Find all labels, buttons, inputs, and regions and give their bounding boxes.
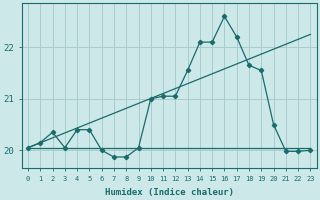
X-axis label: Humidex (Indice chaleur): Humidex (Indice chaleur): [105, 188, 234, 197]
